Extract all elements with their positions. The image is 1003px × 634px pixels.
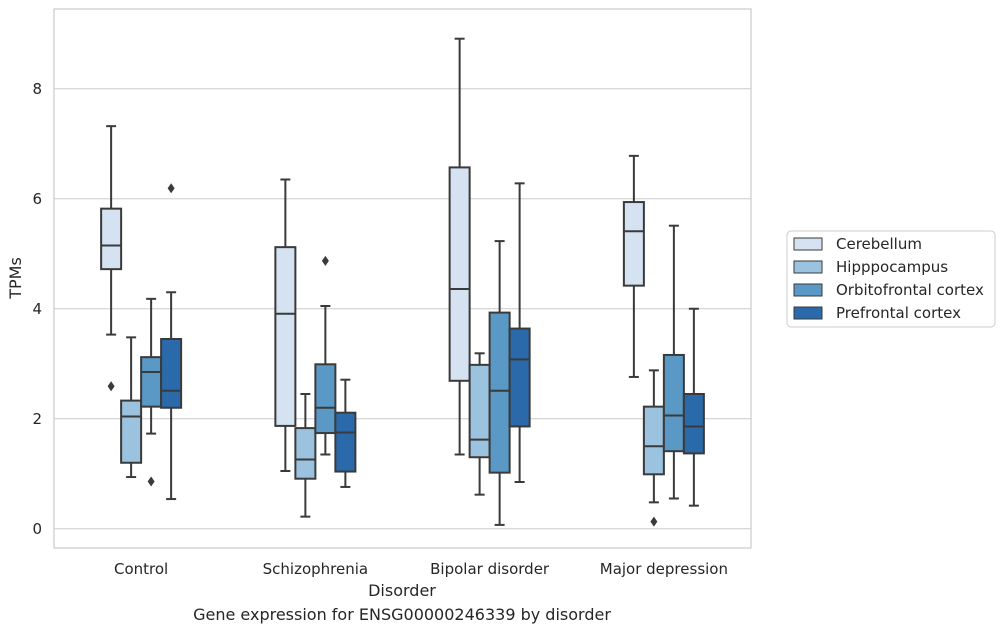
x-tick-labels: Control Schizophrenia Bipolar disorder Majo… (114, 560, 728, 578)
box-iqr (488, 311, 511, 474)
legend-label: Prefrontal cortex (836, 304, 961, 322)
box-plot-2-2 (488, 240, 511, 526)
box-iqr (508, 327, 531, 428)
y-tick-label: 2 (32, 410, 42, 428)
outlier-point (107, 381, 115, 392)
box-plot-0-1 (120, 336, 143, 479)
y-tick-label: 8 (32, 80, 42, 98)
box-plot-0-3 (160, 183, 183, 501)
box-plot-0-2 (140, 297, 163, 487)
box-plot-2-3 (508, 182, 531, 483)
y-axis-label: TPMs (6, 257, 25, 300)
boxes (100, 37, 705, 527)
box-iqr (160, 338, 183, 409)
outlier-point (147, 476, 155, 487)
box-plot-2-0 (448, 37, 471, 456)
box-plot-3-0 (622, 154, 645, 378)
box-iqr (314, 363, 337, 435)
box-iqr (642, 405, 665, 476)
y-tick-label: 6 (32, 190, 42, 208)
box-plot-1-2 (314, 255, 337, 456)
x-axis-label: Disorder (368, 581, 436, 600)
x-tick-label: Bipolar disorder (430, 560, 550, 578)
outlier-point (167, 183, 175, 194)
x-tick-label: Major depression (600, 560, 728, 578)
y-tick-labels: 0 2 4 6 8 (32, 80, 42, 538)
box-iqr (100, 207, 123, 271)
box-plot-1-3 (334, 378, 357, 488)
legend-frame (786, 230, 996, 328)
box-plot-1-1 (294, 393, 317, 518)
box-iqr (274, 246, 297, 427)
box-iqr (682, 393, 705, 455)
box-iqr (140, 356, 163, 408)
legend-label: Orbitofrontal cortex (836, 281, 984, 299)
box-plot-3-3 (682, 307, 705, 507)
box-plot-1-0 (274, 178, 297, 472)
x-tick-label: Control (114, 560, 168, 578)
box-iqr (294, 427, 317, 480)
figure-caption: Gene expression for ENSG00000246339 by d… (193, 605, 611, 624)
box-iqr (120, 399, 143, 464)
legend: Cerebellum Hipppocampus Orbitofrontal cort… (786, 230, 996, 328)
y-tick-label: 0 (32, 520, 42, 538)
box-iqr (662, 353, 685, 453)
box-iqr (622, 201, 645, 287)
outlier-point (321, 255, 329, 266)
plot-area-frame (53, 8, 752, 549)
legend-swatch (793, 306, 823, 320)
box-plot-3-2 (662, 224, 685, 500)
x-tick-label: Schizophrenia (263, 560, 368, 578)
box-plot-3-1 (642, 369, 665, 527)
box-iqr (448, 166, 471, 382)
y-tick-label: 4 (32, 300, 42, 318)
legend-label: Hipppocampus (836, 258, 948, 276)
box-iqr (468, 363, 491, 459)
outlier-point (650, 516, 658, 527)
legend-swatch (793, 237, 823, 251)
legend-swatch (793, 260, 823, 274)
box-plot-0-0 (100, 125, 123, 392)
box-plot-2-1 (468, 352, 491, 496)
legend-label: Cerebellum (836, 235, 922, 253)
legend-swatch (793, 283, 823, 297)
box-iqr (334, 411, 357, 473)
